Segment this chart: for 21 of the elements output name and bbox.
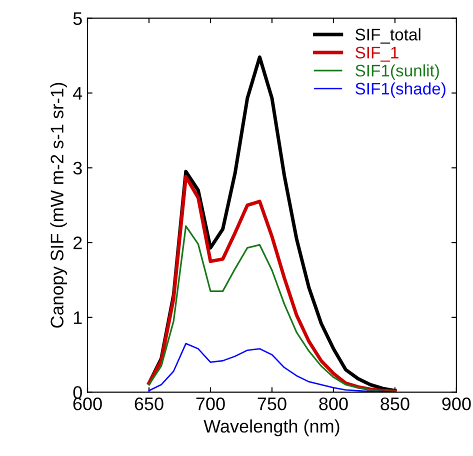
y-tick-label: 3 bbox=[73, 162, 82, 175]
x-tick-label: 600 bbox=[73, 398, 102, 410]
legend-label: SIF_total bbox=[356, 28, 420, 44]
x-tick-label: 750 bbox=[258, 398, 286, 410]
y-tick-label: 2 bbox=[74, 236, 82, 250]
legend-label: SIF_1 bbox=[356, 46, 398, 62]
x-tick-label: 650 bbox=[134, 398, 164, 410]
line-series bbox=[147, 175, 397, 392]
legend-label: SIF1(sunlit) bbox=[356, 64, 439, 80]
x-tick-label: 900 bbox=[442, 398, 471, 410]
x-tick-label: 800 bbox=[319, 398, 348, 410]
legend-label: SIF1(shade) bbox=[356, 82, 446, 98]
x-tick-label: 850 bbox=[380, 398, 410, 410]
x-tick-label: 700 bbox=[196, 398, 225, 410]
y-tick-label: 0 bbox=[73, 386, 82, 399]
y-tick-label: 4 bbox=[73, 87, 82, 100]
y-tick-label: 1 bbox=[74, 311, 82, 324]
x-axis-title: Wavelength (nm) bbox=[204, 419, 340, 436]
y-axis-title: Canopy SIF (mW m-2 s-1 sr-1) bbox=[50, 82, 68, 328]
line-series bbox=[148, 225, 396, 392]
y-tick-label: 5 bbox=[73, 12, 82, 25]
